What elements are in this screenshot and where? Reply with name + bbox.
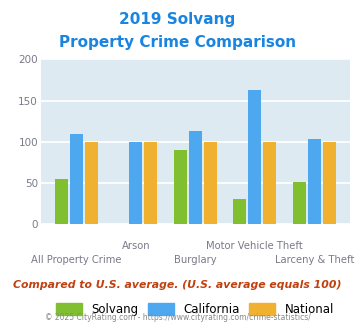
- Bar: [248, 90, 261, 224]
- Text: Motor Vehicle Theft: Motor Vehicle Theft: [206, 241, 303, 251]
- Bar: [84, 142, 98, 224]
- Bar: [293, 182, 306, 224]
- Bar: [144, 142, 157, 224]
- Text: Compared to U.S. average. (U.S. average equals 100): Compared to U.S. average. (U.S. average …: [13, 280, 342, 290]
- Text: 2019 Solvang: 2019 Solvang: [119, 12, 236, 26]
- Text: Burglary: Burglary: [174, 255, 217, 265]
- Bar: [308, 139, 321, 224]
- Text: Property Crime Comparison: Property Crime Comparison: [59, 35, 296, 50]
- Bar: [55, 179, 68, 224]
- Bar: [174, 150, 187, 224]
- Text: All Property Crime: All Property Crime: [31, 255, 121, 265]
- Legend: Solvang, California, National: Solvang, California, National: [56, 303, 334, 316]
- Bar: [189, 131, 202, 224]
- Text: Arson: Arson: [121, 241, 150, 251]
- Bar: [70, 134, 83, 224]
- Text: Larceny & Theft: Larceny & Theft: [274, 255, 354, 265]
- Bar: [233, 199, 246, 224]
- Bar: [203, 142, 217, 224]
- Text: © 2025 CityRating.com - https://www.cityrating.com/crime-statistics/: © 2025 CityRating.com - https://www.city…: [45, 313, 310, 322]
- Bar: [129, 142, 142, 224]
- Bar: [263, 142, 276, 224]
- Bar: [323, 142, 335, 224]
